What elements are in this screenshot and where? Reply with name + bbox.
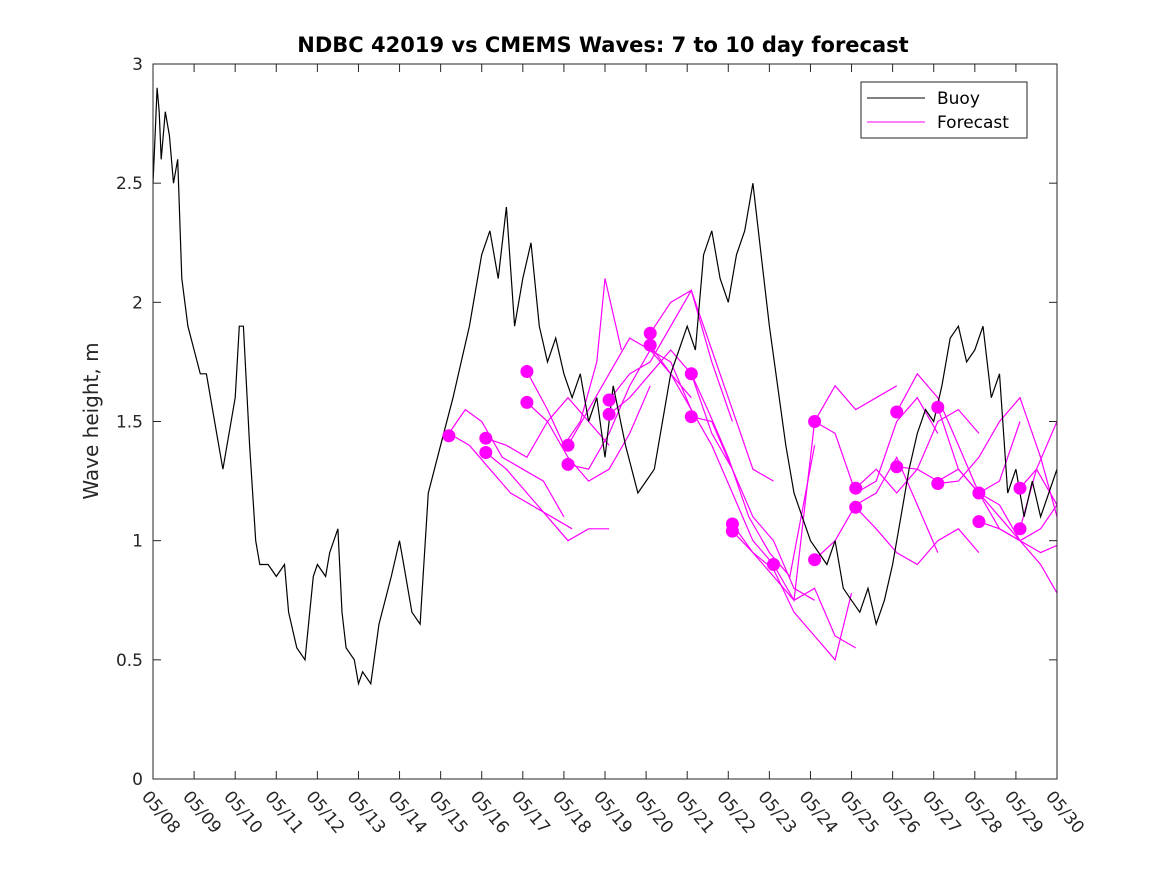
forecast-line-11: [649, 289, 774, 482]
legend-forecast-label: Forecast: [937, 113, 1009, 133]
forecast-marker-20: [849, 500, 863, 514]
forecast-line-27: [978, 521, 1058, 594]
forecast-marker-27: [1013, 481, 1027, 495]
forecast-marker-7: [561, 457, 575, 471]
forecast-line-17: [772, 384, 898, 603]
forecast-marker-13: [684, 410, 698, 424]
forecast-line-25: [937, 396, 1058, 517]
forecast-marker-25: [972, 486, 986, 500]
forecast-line-21: [855, 506, 980, 566]
y-tick-label-4: 2: [132, 293, 143, 313]
y-tick-label-2: 1: [132, 532, 143, 552]
forecast-marker-3: [479, 446, 493, 459]
forecast-marker-2: [479, 431, 493, 445]
forecast-marker-4: [520, 365, 534, 378]
y-tick-label-0: 0: [132, 770, 143, 790]
forecast-line-5: [526, 278, 622, 447]
forecast-line-6: [526, 385, 651, 482]
forecast-line-10: [608, 349, 733, 470]
y-tick-label-3: 1.5: [116, 413, 143, 433]
forecast-line-24: [937, 407, 1058, 554]
forecast-line-13: [690, 373, 816, 578]
legend-buoy-label: Buoy: [937, 89, 980, 109]
forecast-marker-22: [890, 460, 904, 474]
forecast-line-16: [731, 530, 853, 662]
forecast-marker-11: [643, 338, 657, 352]
forecast-marker-1: [442, 429, 456, 443]
forecast-marker-18: [808, 553, 822, 567]
forecast-marker-16: [767, 558, 780, 571]
forecast-line-1: [448, 408, 565, 518]
chart-title: NDBC 42019 vs CMEMS Waves: 7 to 10 day f…: [297, 33, 908, 57]
forecast-marker-28: [1013, 522, 1027, 536]
forecast-marker-26: [972, 515, 986, 529]
forecast-marker-6: [561, 438, 575, 452]
forecast-marker-8: [602, 393, 616, 407]
forecast-line-2: [448, 432, 573, 530]
legend: Buoy Forecast: [860, 81, 1028, 139]
forecast-line-9: [608, 288, 733, 422]
forecast-marker-21: [890, 405, 904, 419]
forecast-marker-5: [520, 395, 534, 409]
forecast-marker-19: [849, 481, 863, 495]
forecast-marker-10: [643, 326, 657, 340]
forecast-line-18: [814, 396, 939, 494]
forecast-line-8: [567, 349, 692, 470]
y-tick-label-5: 2.5: [116, 174, 143, 194]
forecast-marker-9: [602, 407, 616, 421]
y-tick-label-6: 3: [132, 55, 143, 75]
y-tick-label-1: 0.5: [116, 651, 143, 671]
buoy-line: [152, 87, 1058, 687]
forecast-line-4: [485, 452, 610, 542]
legend-box: [860, 81, 1028, 139]
forecast-marker-23: [931, 400, 945, 414]
plot-area: [152, 87, 1058, 687]
forecast-marker-15: [725, 524, 739, 538]
forecast-marker-24: [931, 477, 945, 490]
forecast-marker-12: [684, 367, 698, 381]
forecast-line-14: [691, 416, 815, 601]
forecast-line-22: [896, 372, 1021, 542]
y-axis-label: Wave height, m: [79, 342, 103, 499]
forecast-marker-17: [808, 415, 822, 428]
